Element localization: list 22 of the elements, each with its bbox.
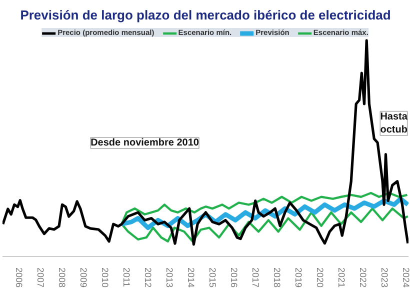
x-tick-label: 2020 xyxy=(314,268,325,288)
annotation: Desde noviembre 2010 xyxy=(90,137,200,148)
x-tick-label: 2024 xyxy=(400,268,410,288)
x-tick-label: 2007 xyxy=(36,268,46,288)
x-tick-label: 2015 xyxy=(208,268,218,288)
x-tick-label: 2008 xyxy=(57,268,68,288)
x-tick-label: 2022 xyxy=(358,268,368,288)
x-tick-label: 2017 xyxy=(250,268,260,288)
x-tick-label: 2023 xyxy=(379,268,390,288)
x-tick-label: 2018 xyxy=(272,268,282,288)
x-tick-label: 2012 xyxy=(143,268,154,288)
x-tick-label: 2014 xyxy=(186,268,196,288)
chart-title: Previsión de largo plazo del mercado ibérico de electricidad xyxy=(20,8,391,22)
annotation: Hasta octub xyxy=(380,111,408,136)
x-tick-label: 2013 xyxy=(164,268,175,288)
x-tick-label: 2006 xyxy=(14,268,24,288)
x-tick-label: 2011 xyxy=(122,268,132,287)
x-tick-label: 2009 xyxy=(78,268,89,288)
x-tick-label: 2010 xyxy=(100,268,110,288)
x-tick-label: 2016 xyxy=(229,268,239,288)
x-tick-label: 2021 xyxy=(336,268,346,288)
x-tick-label: 2019 xyxy=(293,268,304,288)
